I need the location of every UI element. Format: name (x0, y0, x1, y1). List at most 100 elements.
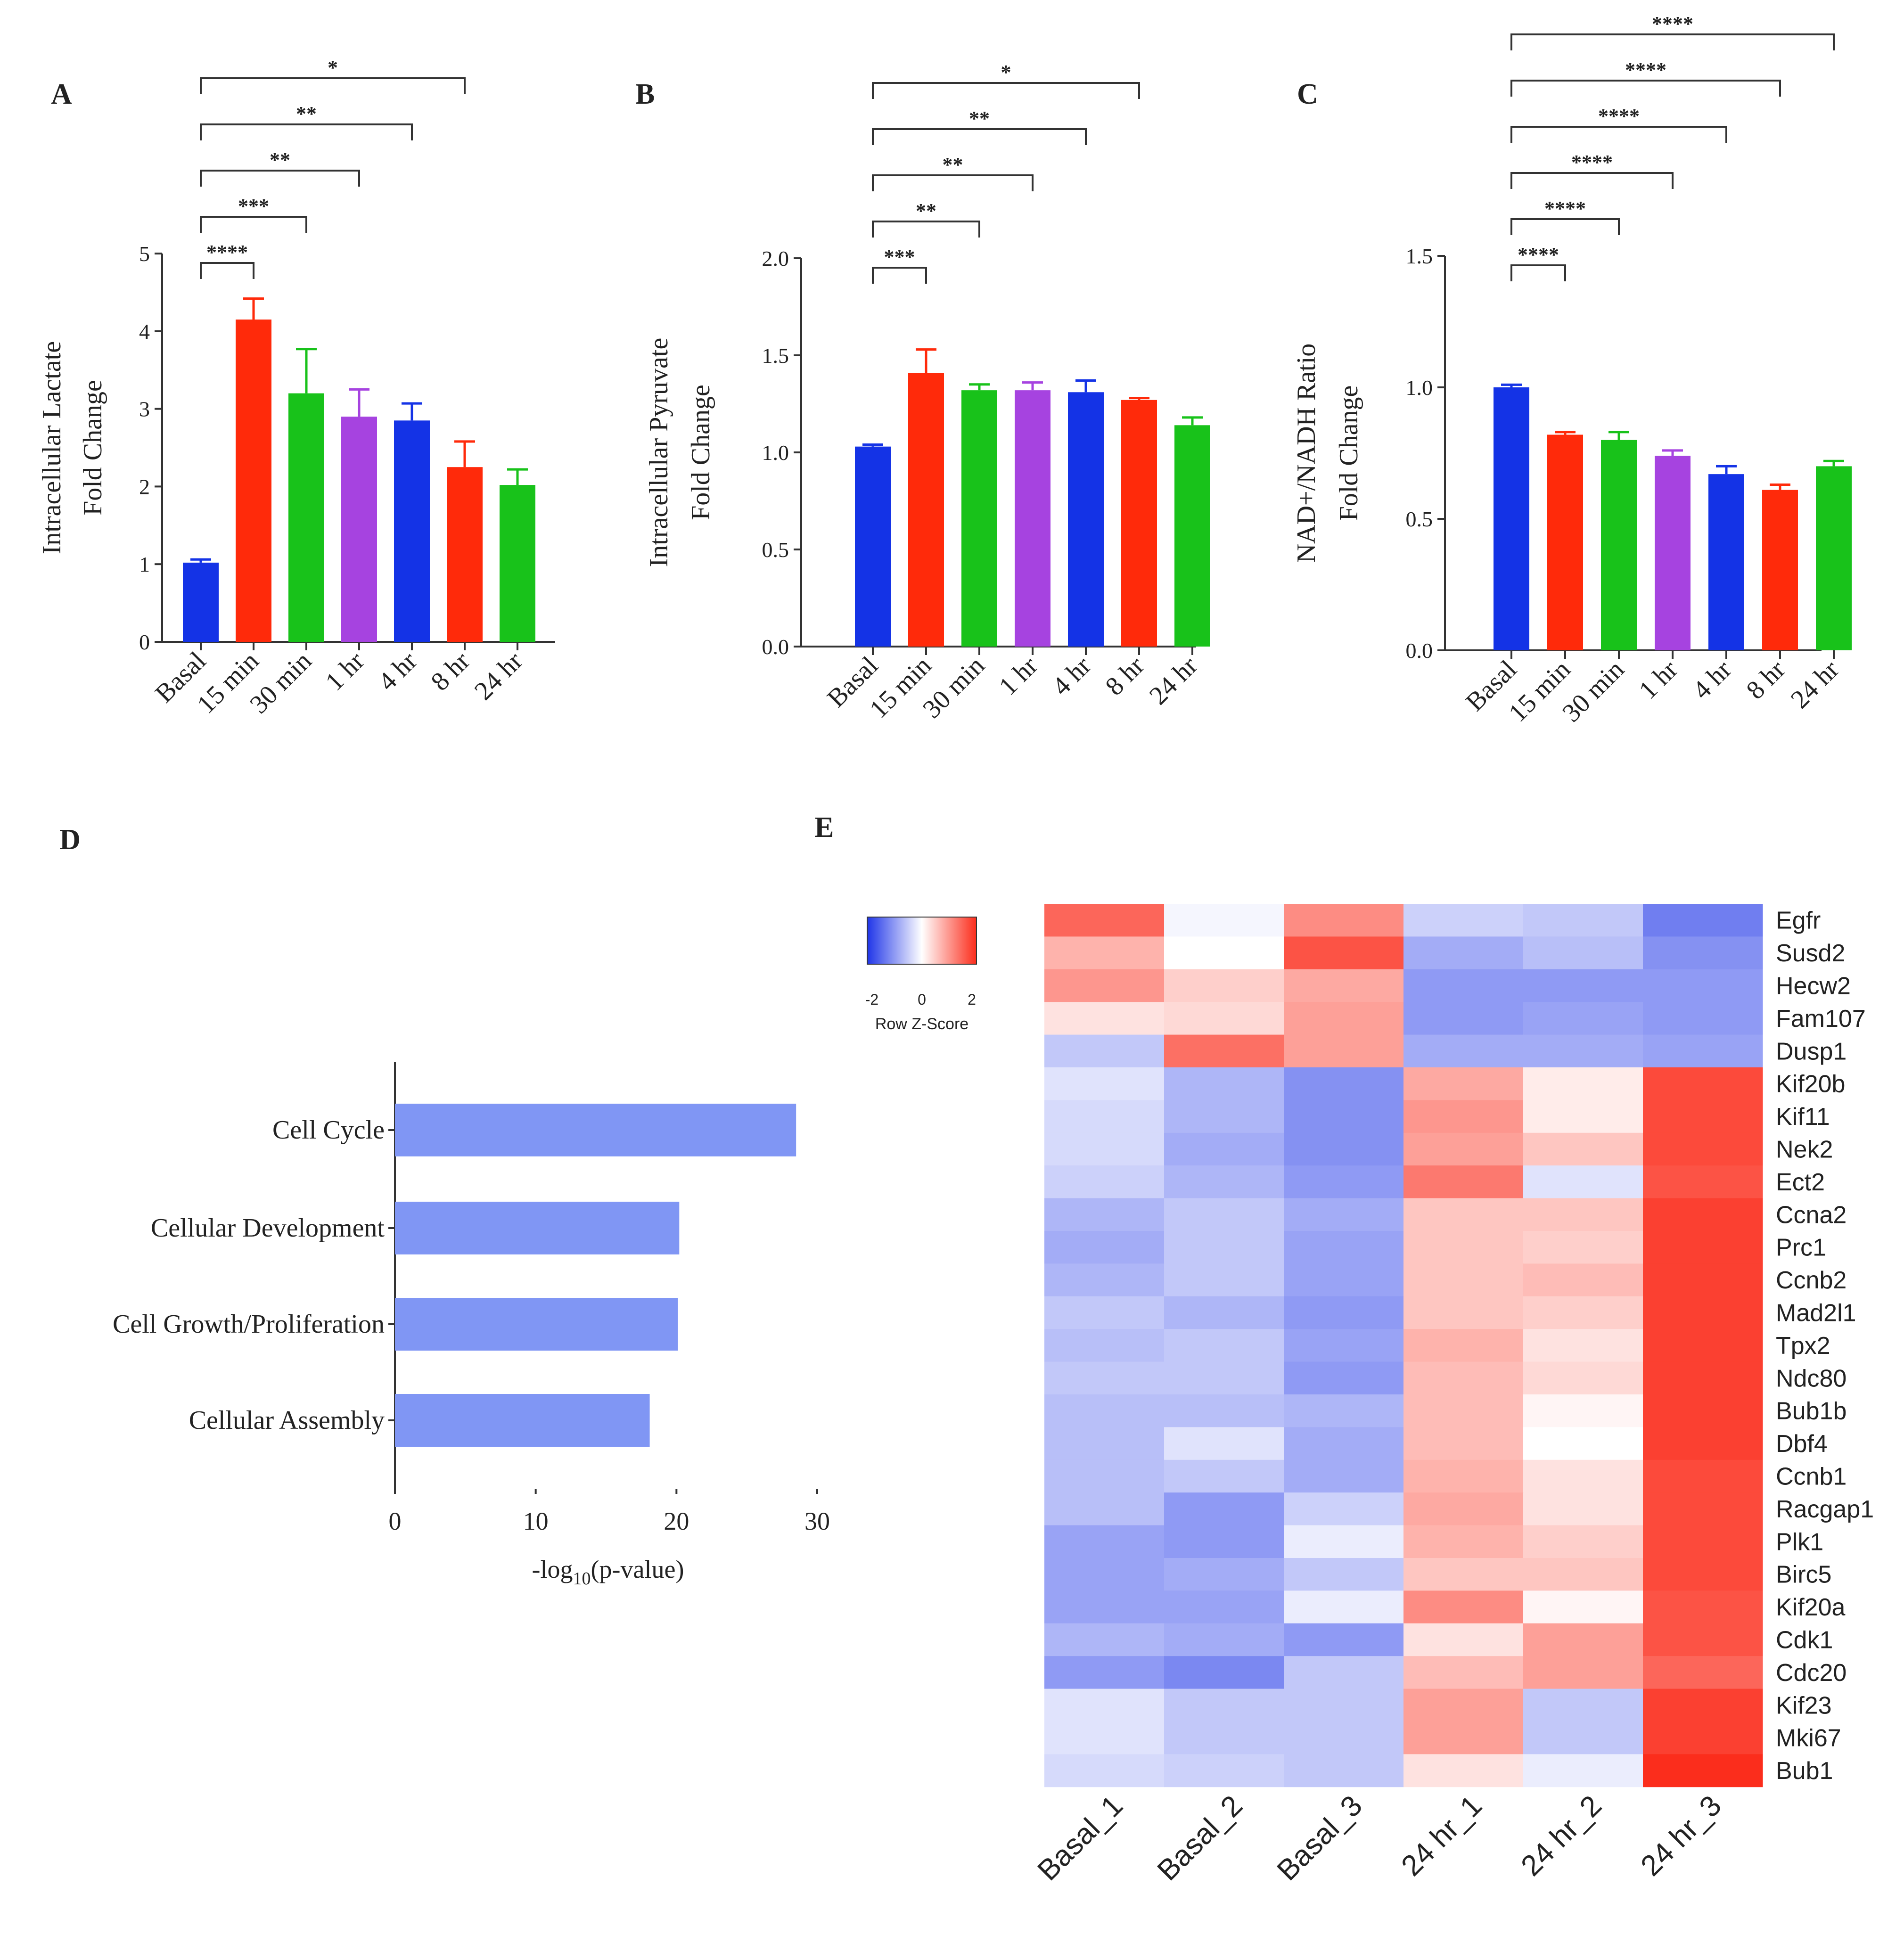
colorbar-tick-mid: 0 (918, 991, 926, 1008)
heatmap-cell (1044, 1198, 1165, 1231)
heatmap-cell (1164, 1067, 1284, 1100)
y-axis-title-line: NAD+/NADH Ratio (1292, 344, 1321, 563)
heatmap-cell (1284, 904, 1404, 937)
significance-label: ** (916, 199, 936, 222)
significance-bracket (872, 221, 980, 238)
x-tick-label: 24 hr (469, 646, 529, 706)
heatmap-cell (1044, 1296, 1165, 1329)
heatmap-cell (1284, 936, 1404, 970)
significance-bracket (1510, 172, 1674, 189)
y-tick-label: 4 (139, 320, 150, 344)
bar (961, 390, 997, 647)
heatmap-cell (1284, 1231, 1404, 1264)
heatmap-cell (1044, 904, 1165, 937)
heatmap-cell (1284, 1361, 1404, 1395)
bar (1762, 490, 1798, 650)
heatmap-cell (1044, 936, 1165, 970)
pathway-x-axis-label: -log10(p-value) (532, 1555, 684, 1589)
significance-label: *** (238, 195, 269, 218)
heatmap-cell (1643, 904, 1763, 937)
significance-bracket (1510, 33, 1835, 50)
heatmap-cell (1643, 1656, 1763, 1689)
gene-label: Bub1 (1776, 1757, 1833, 1785)
pathway-bar (395, 1202, 680, 1254)
heatmap-cell (1403, 1002, 1524, 1035)
heatmap-cell (1284, 1558, 1404, 1591)
heatmap-cell (1403, 1492, 1524, 1526)
heatmap-cell (1643, 1132, 1763, 1166)
significance-label: **** (1652, 12, 1693, 35)
y-tick-label: 1.0 (762, 441, 789, 465)
bar (341, 417, 377, 642)
heatmap-cell (1164, 1590, 1284, 1624)
sample-label: Basal_3 (1271, 1789, 1369, 1887)
y-tick-label: 0.5 (762, 538, 789, 562)
heatmap-cell (1403, 1231, 1524, 1264)
gene-label: Cdk1 (1776, 1627, 1833, 1654)
heatmap-cell (1523, 1198, 1643, 1231)
heatmap-cell (1643, 1361, 1763, 1395)
y-axis-title-line: Fold Change (78, 380, 107, 516)
significance-label: ** (270, 148, 290, 172)
gene-label: Birc5 (1776, 1561, 1831, 1589)
y-tick-label: 2.0 (762, 246, 789, 270)
heatmap-cell (1044, 1688, 1165, 1722)
heatmap-cell (1403, 1100, 1524, 1133)
significance-label: **** (206, 241, 248, 264)
panel-label-c: C (1297, 78, 1318, 110)
heatmap-cell (1643, 1394, 1763, 1427)
heatmap-cell (1403, 1688, 1524, 1722)
heatmap-cell (1523, 1754, 1643, 1787)
x-tick-label: 30 (804, 1507, 830, 1535)
panel-label-d: D (59, 824, 81, 856)
x-tick-label: 4 hr (373, 646, 423, 697)
x-tick-label: 8 hr (426, 646, 476, 697)
heatmap-cell (1164, 1034, 1284, 1068)
pathway-bar (395, 1104, 796, 1156)
heatmap-cell (1643, 1100, 1763, 1133)
heatmap-cell (1403, 1034, 1524, 1068)
sample-label: 24 hr_1 (1395, 1789, 1488, 1882)
heatmap-cell (1643, 936, 1763, 970)
x-tick-label: 1 hr (320, 646, 370, 697)
x-tick-label: 0 (389, 1507, 402, 1535)
heatmap-cell (1403, 1525, 1524, 1558)
heatmap-cell (1284, 1688, 1404, 1722)
colorbar-gradient (867, 917, 977, 965)
y-tick-label: 0.5 (1406, 507, 1433, 531)
heatmap-cell (1403, 1198, 1524, 1231)
bar (1655, 456, 1691, 650)
heatmap-cell (1403, 1067, 1524, 1100)
pyruvate-bar-chart: 0.0 0.5 1.0 1.5 2.0 Intracellular Pyruvate Fol… (644, 61, 1210, 724)
heatmap-cell (1523, 1034, 1643, 1068)
heatmap-cell (1164, 1132, 1284, 1166)
heatmap-cell (1044, 1459, 1165, 1493)
heatmap-cell (1164, 904, 1284, 937)
heatmap-cell (1164, 1231, 1284, 1264)
heatmap-cell (1643, 1525, 1763, 1558)
heatmap-cell (1284, 1296, 1404, 1329)
heatmap-cell (1284, 1263, 1404, 1297)
significance-bracket (1510, 126, 1727, 143)
heatmap-cell (1044, 1558, 1165, 1591)
y-tick-label: 0 (139, 630, 150, 654)
bar (1015, 390, 1050, 647)
significance-bracket (872, 267, 927, 284)
heatmap-cell (1403, 1132, 1524, 1166)
gene-label: Egfr (1776, 907, 1821, 934)
heatmap-cell (1523, 1231, 1643, 1264)
gene-label: Kif23 (1776, 1692, 1832, 1719)
significance-label: **** (1598, 105, 1640, 128)
heatmap-cell (1164, 1525, 1284, 1558)
heatmap-cell (1284, 1034, 1404, 1068)
heatmap-cell (1284, 1492, 1404, 1526)
heatmap-cell (1403, 1296, 1524, 1329)
gene-heatmap: Egfr Susd2 Hecw2 Fam107 Dusp1 Kif20b Kif11 Nek2… (1032, 904, 1874, 1887)
y-tick-label: 5 (139, 242, 150, 266)
significance-label: * (1001, 61, 1011, 84)
sample-label: 24 hr_3 (1634, 1789, 1727, 1882)
y-axis-title-line: Fold Change (686, 385, 715, 520)
heatmap-cell (1044, 969, 1165, 1002)
bar (908, 373, 944, 647)
heatmap-cell (1284, 1721, 1404, 1754)
